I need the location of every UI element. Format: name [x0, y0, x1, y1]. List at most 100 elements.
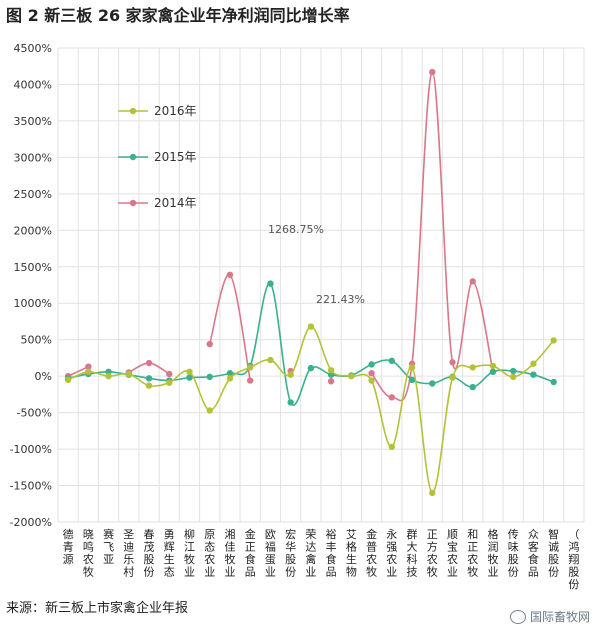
x-tick-label: 格润牧业 [487, 527, 498, 579]
data-point [226, 375, 234, 382]
x-tick-label: 宏华股份 [285, 527, 296, 579]
data-point [489, 368, 497, 375]
data-point [530, 360, 537, 367]
data-point [125, 370, 133, 378]
x-tick-label: 圣迪乐村 [123, 528, 134, 579]
legend-swatch-marker [129, 199, 137, 207]
source-note: 来源：新三板上市家禽企业年报 [6, 601, 189, 616]
x-tick-label: 永强农业 [386, 527, 397, 579]
data-point [267, 356, 274, 364]
series-line [370, 71, 494, 402]
chart-title: 图 2 新三板 26 家家禽企业年净利润同比增长率 [6, 6, 350, 25]
data-point [368, 361, 375, 368]
y-tick-label: 0% [35, 370, 52, 383]
legend-swatch-marker [129, 107, 137, 115]
data-point [287, 371, 294, 378]
legend-swatch-marker [129, 153, 137, 161]
data-point [186, 374, 193, 381]
x-tick-label: 正方农牧 [427, 528, 438, 579]
y-tick-label: 4000% [14, 78, 52, 91]
x-tick-label: 原态农业 [204, 528, 215, 579]
x-tick-label: 裕丰食品 [326, 528, 337, 579]
x-tick-label: 春茂股份 [144, 528, 155, 579]
series-line [208, 273, 251, 381]
data-point [246, 364, 254, 371]
x-tick-label: 智诚股份 [548, 527, 559, 579]
data-point [85, 363, 92, 370]
data-point [186, 368, 193, 375]
data-point [267, 280, 274, 287]
y-tick-label: 1500% [14, 261, 52, 274]
data-point [388, 394, 396, 401]
x-tick-label: 勇辉生态 [164, 528, 175, 579]
y-tick-label: -1500% [10, 480, 52, 493]
x-tick-label: 金普农牧 [366, 527, 377, 579]
legend-label: 2014年 [154, 196, 197, 210]
x-tick-label: 荣达禽业 [305, 528, 316, 579]
data-point [408, 376, 416, 383]
y-tick-label: 2500% [14, 188, 52, 201]
data-point [429, 380, 436, 387]
x-tick-label: 艾格生物 [346, 528, 357, 579]
x-tick-label: 赛飞亚 [103, 527, 114, 566]
data-point [206, 373, 213, 381]
x-tick-label: 金正食品 [245, 527, 256, 579]
data-point [105, 368, 112, 375]
data-point [348, 372, 355, 380]
data-annotation: 221.43% [316, 293, 365, 306]
x-tick-label: 众客食品 [528, 528, 539, 579]
data-point [246, 377, 254, 384]
data-point [368, 377, 375, 384]
data-point [206, 340, 213, 348]
data-point [226, 370, 234, 377]
x-tick-label: 传味股份 [508, 528, 519, 579]
watermark: 国际畜牧网 [509, 608, 590, 625]
x-tick-label: （鸿翔股份 [568, 528, 579, 591]
x-tick-label: 顺宝农业 [447, 528, 458, 579]
data-point [226, 271, 234, 278]
x-tick-label: 群大科技 [407, 527, 418, 579]
data-point [307, 323, 315, 330]
data-point [469, 364, 476, 371]
y-tick-label: 3000% [14, 151, 52, 164]
x-tick-label: 柳江牧业 [184, 527, 195, 579]
x-tick-label: 湘佳牧业 [224, 527, 235, 579]
data-point [509, 373, 517, 381]
y-tick-label: -500% [17, 407, 52, 420]
data-point [469, 278, 476, 285]
watermark-text: 国际畜牧网 [529, 610, 590, 624]
x-tick-label: 欧福蛋业 [265, 528, 276, 579]
data-point [206, 407, 213, 414]
y-tick-label: 500% [21, 334, 52, 347]
y-tick-label: 2000% [14, 224, 52, 237]
data-point [145, 382, 153, 389]
data-point [489, 362, 497, 370]
data-point [368, 370, 375, 377]
x-tick-label: 德青源 [63, 527, 74, 566]
data-point [85, 368, 92, 375]
data-point [388, 443, 396, 451]
y-tick-label: 3500% [14, 115, 52, 128]
data-point [166, 370, 173, 378]
data-point [429, 68, 436, 76]
legend-label: 2016年 [154, 104, 197, 118]
data-point [509, 367, 517, 375]
data-point [408, 364, 416, 371]
data-point [145, 375, 153, 382]
data-point [530, 371, 537, 378]
data-point [64, 376, 72, 383]
data-point [469, 383, 476, 391]
data-point [105, 372, 112, 380]
data-point [429, 489, 436, 497]
data-point [166, 379, 173, 386]
data-annotation: 1268.75% [268, 223, 324, 236]
data-point [449, 374, 456, 381]
legend-label: 2015年 [154, 150, 197, 164]
y-tick-label: 4500% [14, 42, 52, 55]
data-point [550, 337, 557, 344]
data-point [327, 378, 335, 385]
x-tick-label: 和正农牧 [467, 528, 478, 579]
data-point [307, 364, 315, 372]
data-point [287, 399, 294, 406]
wechat-logo-icon [509, 609, 526, 624]
